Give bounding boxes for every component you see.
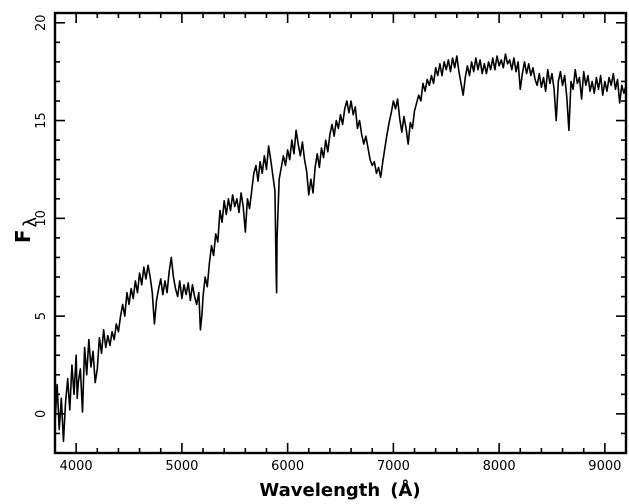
x-tick-label: 8000 xyxy=(483,459,516,474)
y-axis-title: Fλ xyxy=(11,216,41,243)
y-tick-labels: 0 5 10 15 20 xyxy=(34,15,49,419)
x-axis-title: Wavelength (Å) xyxy=(259,478,420,501)
y-tick-label: 0 xyxy=(34,410,49,418)
x-axis-unit: (Å) xyxy=(390,478,420,501)
y-axis-label: F xyxy=(11,229,35,243)
y-tick-label: 20 xyxy=(34,15,49,32)
y-tick-label: 10 xyxy=(34,210,49,227)
y-axis-subscript: λ xyxy=(20,216,41,227)
x-tick-label: 7000 xyxy=(377,459,410,474)
spectrum-series-line xyxy=(54,53,627,443)
plot-frame xyxy=(53,11,628,455)
x-tick-labels: 4000 5000 6000 7000 8000 9000 xyxy=(60,459,622,474)
y-tick-label: 5 xyxy=(34,312,49,320)
x-tick-label: 5000 xyxy=(165,459,198,474)
x-tick-label: 4000 xyxy=(60,459,93,474)
x-axis-label: Wavelength xyxy=(259,480,380,501)
svg-text:Fλ: Fλ xyxy=(11,216,41,243)
x-tick-label: 6000 xyxy=(271,459,304,474)
y-tick-label: 15 xyxy=(34,112,49,129)
x-tick-label: 9000 xyxy=(588,459,621,474)
